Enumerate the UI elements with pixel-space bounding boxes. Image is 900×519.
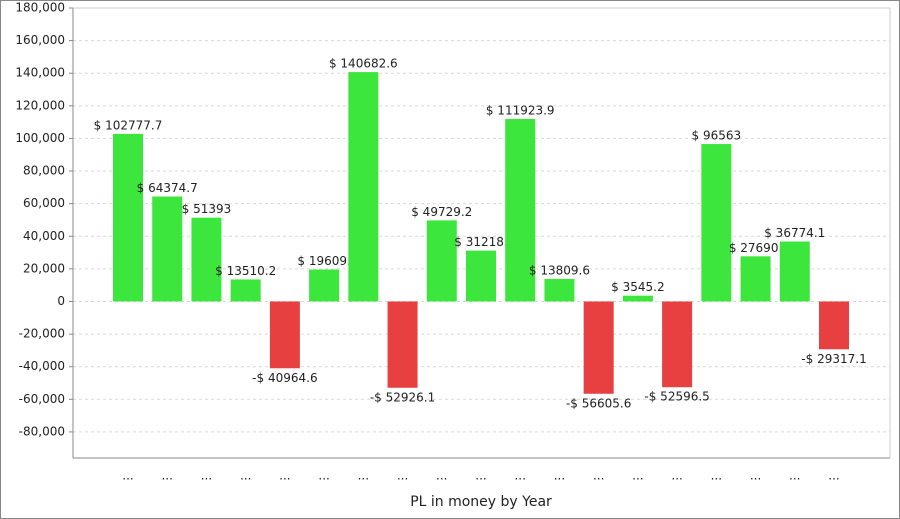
data-label: $ 96563 bbox=[692, 129, 742, 143]
bar bbox=[230, 279, 261, 302]
data-label: -$ 56605.6 bbox=[566, 396, 631, 410]
y-tick-label: 0 bbox=[57, 294, 65, 308]
x-tick-label: ... bbox=[632, 469, 643, 483]
y-tick-label: -80,000 bbox=[19, 424, 65, 438]
bar bbox=[309, 269, 340, 302]
x-tick-label: ... bbox=[750, 469, 761, 483]
data-label: $ 31218. bbox=[454, 235, 507, 249]
x-tick-label: ... bbox=[397, 469, 408, 483]
y-tick-label: 100,000 bbox=[15, 131, 65, 145]
data-label: $ 102777.7 bbox=[94, 118, 163, 132]
bar bbox=[466, 250, 496, 302]
bar bbox=[426, 220, 457, 302]
y-tick-label: -60,000 bbox=[19, 392, 65, 406]
x-tick-label: ... bbox=[161, 469, 172, 483]
x-tick-label: ... bbox=[554, 469, 565, 483]
bar bbox=[583, 301, 614, 394]
data-label: $ 51393 bbox=[182, 202, 232, 216]
x-axis-label: PL in money by Year bbox=[410, 494, 552, 510]
x-tick-label: ... bbox=[789, 469, 800, 483]
x-tick-label: ... bbox=[240, 469, 251, 483]
bar bbox=[740, 256, 771, 302]
bar bbox=[505, 118, 536, 302]
bar bbox=[191, 217, 222, 302]
data-label: $ 49729.2 bbox=[411, 205, 472, 219]
bar bbox=[779, 241, 810, 302]
y-tick-label: 140,000 bbox=[15, 66, 65, 80]
x-tick-label: ... bbox=[475, 469, 486, 483]
data-label: $ 64374.7 bbox=[137, 181, 198, 195]
bar bbox=[348, 72, 379, 302]
y-tick-label: -40,000 bbox=[19, 359, 65, 373]
data-label: -$ 29317.1 bbox=[801, 352, 866, 366]
y-tick-label: 60,000 bbox=[23, 196, 65, 210]
bar bbox=[701, 144, 732, 302]
y-tick-label: -20,000 bbox=[19, 327, 65, 341]
y-tick-label: 80,000 bbox=[23, 164, 65, 178]
y-tick-label: 160,000 bbox=[15, 33, 65, 47]
data-label: $ 27690. bbox=[729, 241, 782, 255]
data-label: $ 13510.2 bbox=[215, 264, 276, 278]
x-tick-label: ... bbox=[828, 469, 839, 483]
data-label: $ 19609. bbox=[297, 254, 350, 268]
y-tick-label: 40,000 bbox=[23, 229, 65, 243]
x-tick-label: ... bbox=[201, 469, 212, 483]
y-tick-label: 180,000 bbox=[15, 1, 65, 15]
x-tick-label: ... bbox=[436, 469, 447, 483]
bar bbox=[269, 301, 300, 369]
data-label: -$ 52926.1 bbox=[370, 390, 435, 404]
data-label: $ 140682.6 bbox=[329, 57, 398, 71]
bar bbox=[113, 133, 143, 302]
x-tick-label: ... bbox=[671, 469, 682, 483]
x-tick-label: ... bbox=[122, 469, 133, 483]
bar bbox=[387, 301, 418, 388]
data-label: $ 111923.9 bbox=[486, 103, 555, 117]
data-label: -$ 40964.6 bbox=[252, 371, 317, 385]
x-tick-label: ... bbox=[358, 469, 369, 483]
x-tick-label: ... bbox=[279, 469, 290, 483]
bar bbox=[622, 295, 653, 302]
x-tick-label: ... bbox=[711, 469, 722, 483]
data-label: $ 3545.2 bbox=[611, 280, 664, 294]
data-label: -$ 52596.5 bbox=[644, 390, 709, 404]
data-label: $ 13809.6 bbox=[529, 263, 590, 277]
bar bbox=[152, 196, 183, 302]
x-tick-label: ... bbox=[318, 469, 329, 483]
data-label: $ 36774.1 bbox=[764, 226, 825, 240]
bar bbox=[662, 301, 693, 388]
x-tick-label: ... bbox=[593, 469, 604, 483]
x-tick-label: ... bbox=[514, 469, 525, 483]
y-tick-label: 20,000 bbox=[23, 261, 65, 275]
bar bbox=[544, 278, 575, 302]
bar bbox=[819, 301, 849, 350]
y-tick-label: 120,000 bbox=[15, 98, 65, 112]
